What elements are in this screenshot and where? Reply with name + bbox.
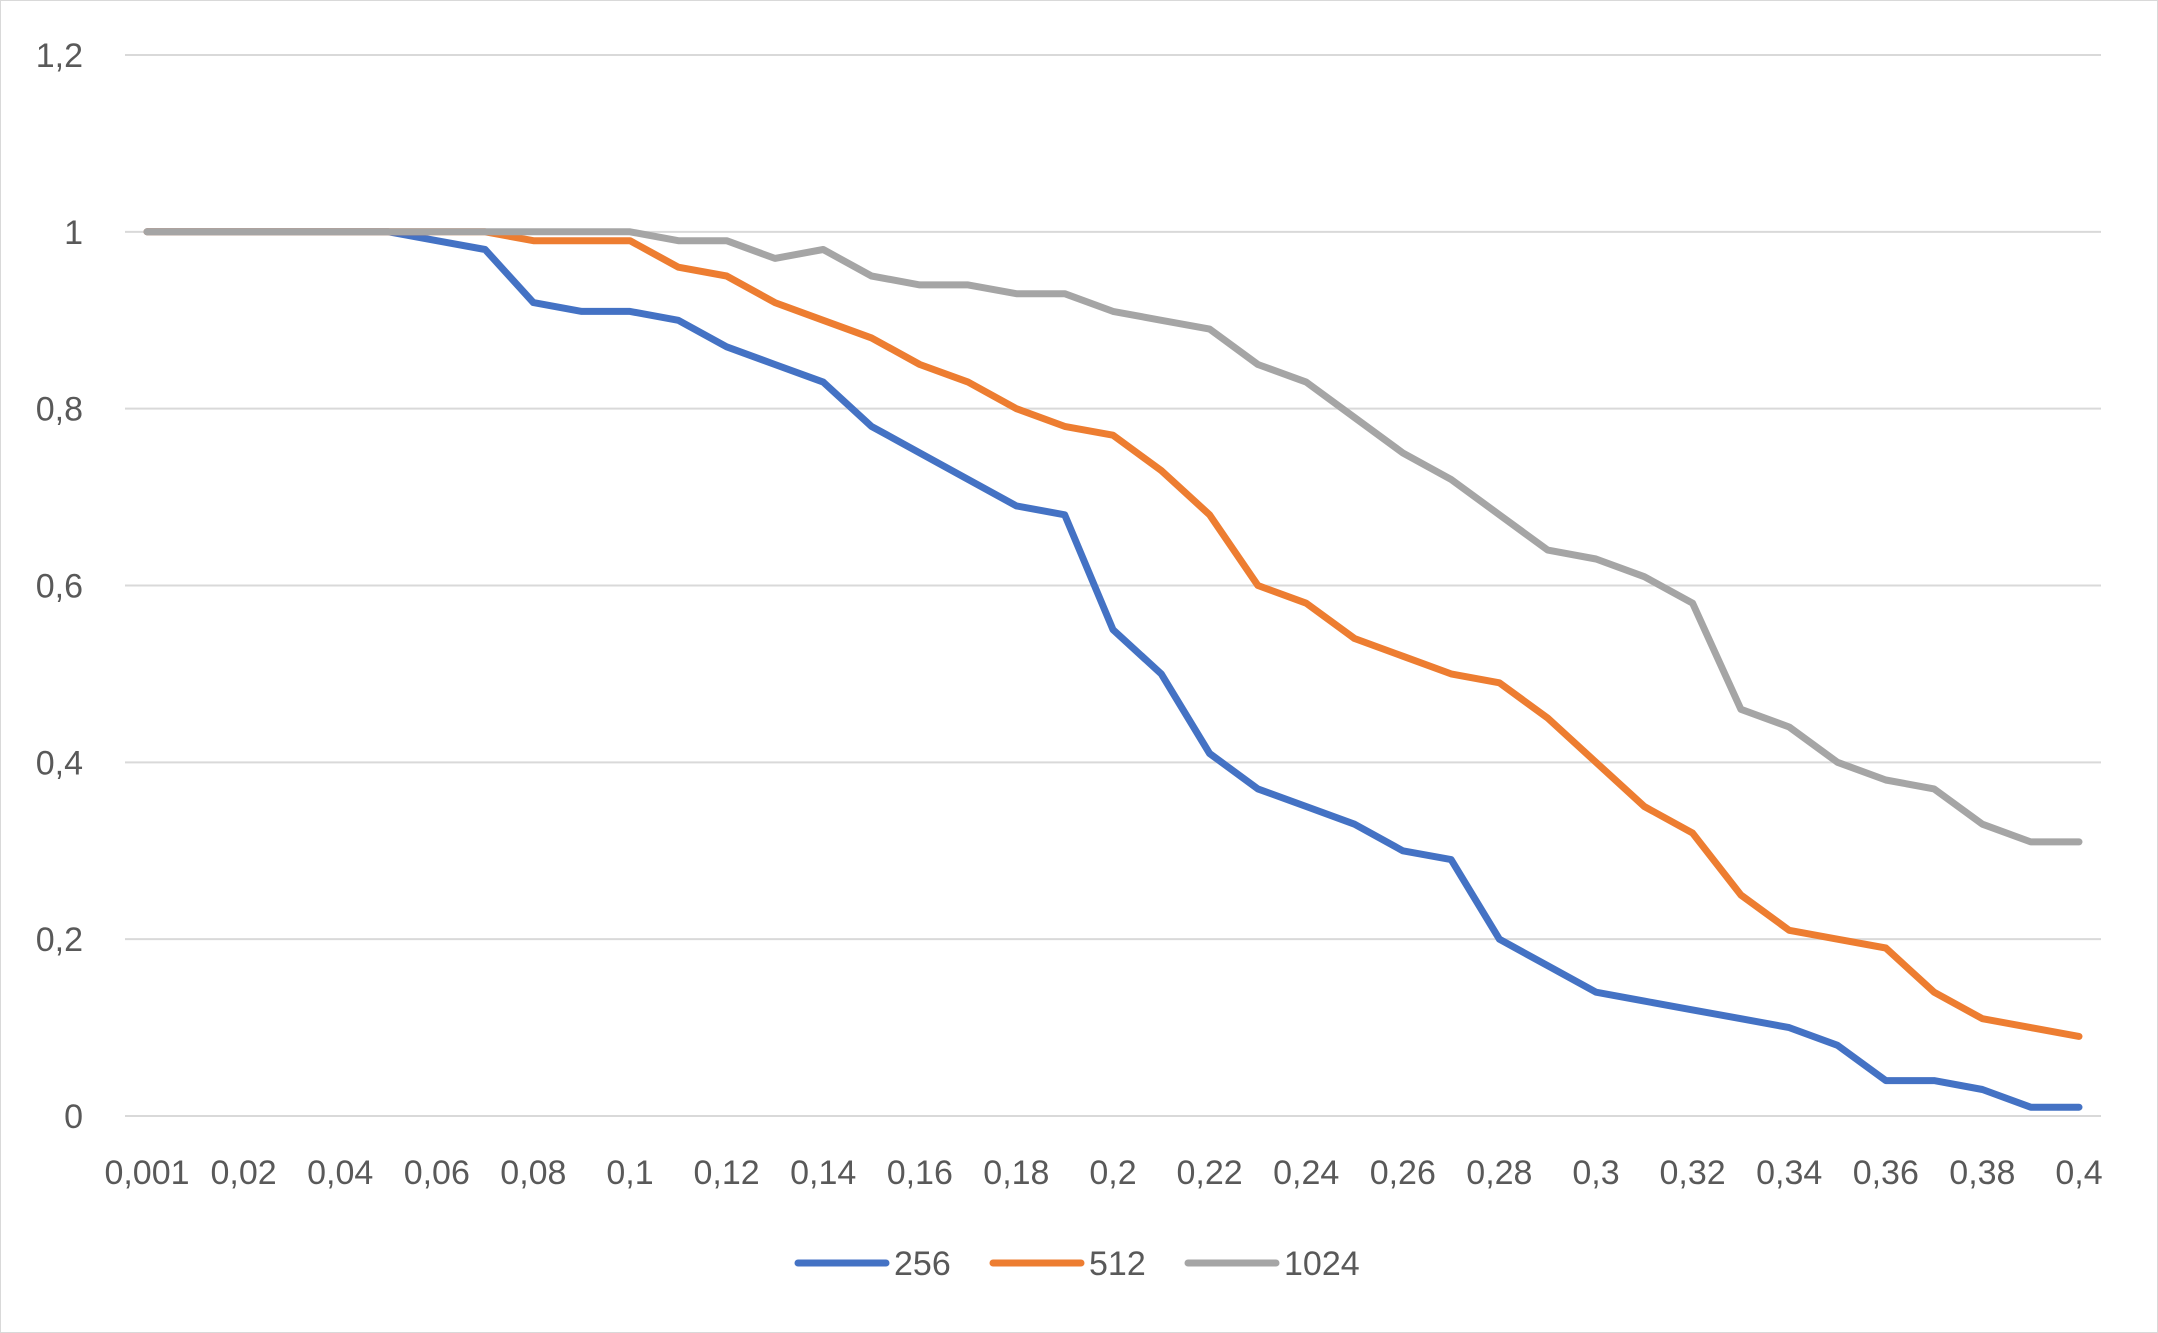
legend-item-512: 512 bbox=[989, 1245, 1146, 1283]
y-tick-label: 0,4 bbox=[36, 744, 83, 782]
x-tick-label: 0,32 bbox=[1660, 1154, 1726, 1192]
y-tick-label: 0,8 bbox=[36, 391, 83, 429]
x-tick-label: 0,16 bbox=[887, 1154, 953, 1192]
x-tick-label: 0,12 bbox=[694, 1154, 760, 1192]
legend: 256 512 1024 bbox=[794, 1245, 1360, 1283]
legend-item-256: 256 bbox=[794, 1245, 951, 1283]
x-tick-label: 0,06 bbox=[404, 1154, 470, 1192]
x-tick-label: 0,22 bbox=[1177, 1154, 1243, 1192]
x-tick-label: 0,02 bbox=[211, 1154, 277, 1192]
x-tick-label: 0,24 bbox=[1273, 1154, 1339, 1192]
x-tick-label: 0,18 bbox=[983, 1154, 1049, 1192]
y-tick-label: 0,6 bbox=[36, 568, 83, 606]
x-tick-label: 0,28 bbox=[1466, 1154, 1532, 1192]
y-axis-tick-labels: 0 0,2 0,4 0,6 0,8 1 1,2 bbox=[36, 37, 83, 1136]
legend-label-1024: 1024 bbox=[1284, 1245, 1360, 1283]
x-tick-label: 0,34 bbox=[1756, 1154, 1822, 1192]
x-tick-label: 0,001 bbox=[104, 1154, 189, 1192]
x-tick-label: 0,3 bbox=[1572, 1154, 1619, 1192]
series-lines bbox=[143, 228, 2083, 1111]
x-tick-label: 0,38 bbox=[1949, 1154, 2015, 1192]
y-tick-label: 0,2 bbox=[36, 921, 83, 959]
x-tick-label: 0,2 bbox=[1089, 1154, 1136, 1192]
series-line-1024 bbox=[143, 228, 2083, 846]
x-tick-label: 0,1 bbox=[606, 1154, 653, 1192]
x-tick-label: 0,4 bbox=[2055, 1154, 2102, 1192]
x-axis-tick-labels: 0,001 0,02 0,04 0,06 0,08 0,1 0,12 0,14 0,16 0,18… bbox=[104, 1154, 2102, 1192]
x-tick-label: 0,26 bbox=[1370, 1154, 1436, 1192]
x-tick-label: 0,36 bbox=[1853, 1154, 1919, 1192]
y-tick-label: 1,2 bbox=[36, 37, 83, 75]
y-tick-label: 1 bbox=[64, 214, 83, 252]
series-line-256 bbox=[143, 228, 2083, 1111]
legend-item-1024: 1024 bbox=[1184, 1245, 1360, 1283]
x-tick-label: 0,08 bbox=[500, 1154, 566, 1192]
y-tick-label: 0 bbox=[64, 1098, 83, 1136]
legend-label-512: 512 bbox=[1089, 1245, 1146, 1283]
x-tick-label: 0,14 bbox=[790, 1154, 856, 1192]
legend-label-256: 256 bbox=[894, 1245, 951, 1283]
gridlines bbox=[125, 54, 2101, 1117]
x-tick-label: 0,04 bbox=[307, 1154, 373, 1192]
